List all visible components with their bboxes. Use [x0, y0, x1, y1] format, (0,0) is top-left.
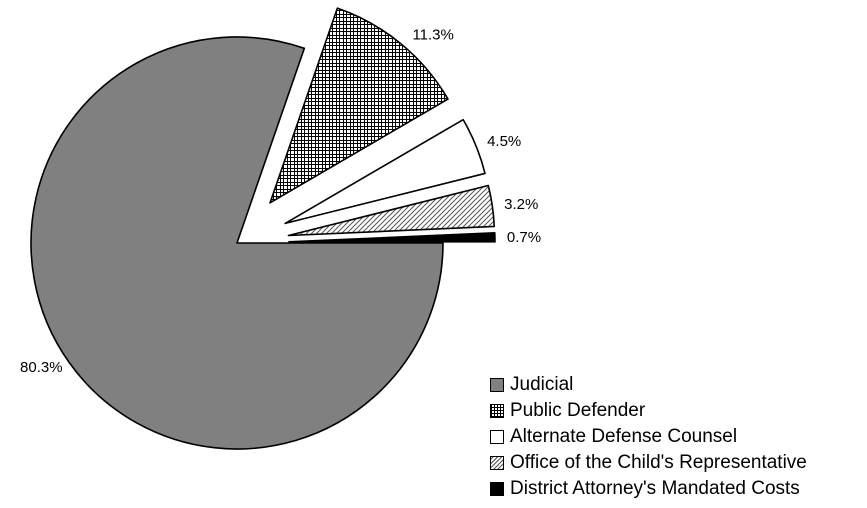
legend-label: Judicial: [510, 374, 574, 395]
legend-item-public-defender: Public Defender: [490, 398, 807, 424]
legend-swatch-alternate-defense-counsel: [490, 430, 504, 444]
legend-item-office-of-the-childs-representative: Office of the Child's Representative: [490, 450, 807, 476]
pie-slice-alternate-defense-counsel: [284, 118, 486, 225]
legend-swatch-district-attorneys-mandated-costs: [490, 482, 504, 496]
legend-item-alternate-defense-counsel: Alternate Defense Counsel: [490, 424, 807, 450]
legend-swatch-judicial: [490, 378, 504, 392]
slice-label-district-attorney-s-mandated-costs: 0.7%: [507, 229, 541, 246]
legend-label: Alternate Defense Counsel: [510, 426, 738, 447]
slice-label-alternate-defense-counsel: 4.5%: [487, 133, 521, 150]
slice-label-public-defender: 11.3%: [412, 26, 453, 43]
pie-slice-public-defender: [269, 7, 449, 204]
slice-label-office-of-the-child-s-representative: 3.2%: [504, 196, 538, 213]
pie-slice-district-attorney-s-mandated-costs: [288, 231, 496, 243]
legend-swatch-public-defender: [490, 404, 504, 418]
legend-item-district-attorneys-mandated-costs: District Attorney's Mandated Costs: [490, 476, 807, 502]
legend-swatch-office-of-the-childs-representative: [490, 456, 504, 470]
legend-label: District Attorney's Mandated Costs: [510, 478, 800, 499]
legend: Judicial Public Defender Alternate Defen…: [490, 372, 807, 502]
legend-label: Public Defender: [510, 400, 646, 421]
slice-label-judicial: 80.3%: [20, 359, 63, 376]
legend-item-judicial: Judicial: [490, 372, 807, 398]
pie-slice-office-of-the-child-s-representative: [287, 184, 496, 237]
pie-slice-judicial: [30, 36, 444, 450]
legend-label: Office of the Child's Representative: [510, 452, 807, 473]
